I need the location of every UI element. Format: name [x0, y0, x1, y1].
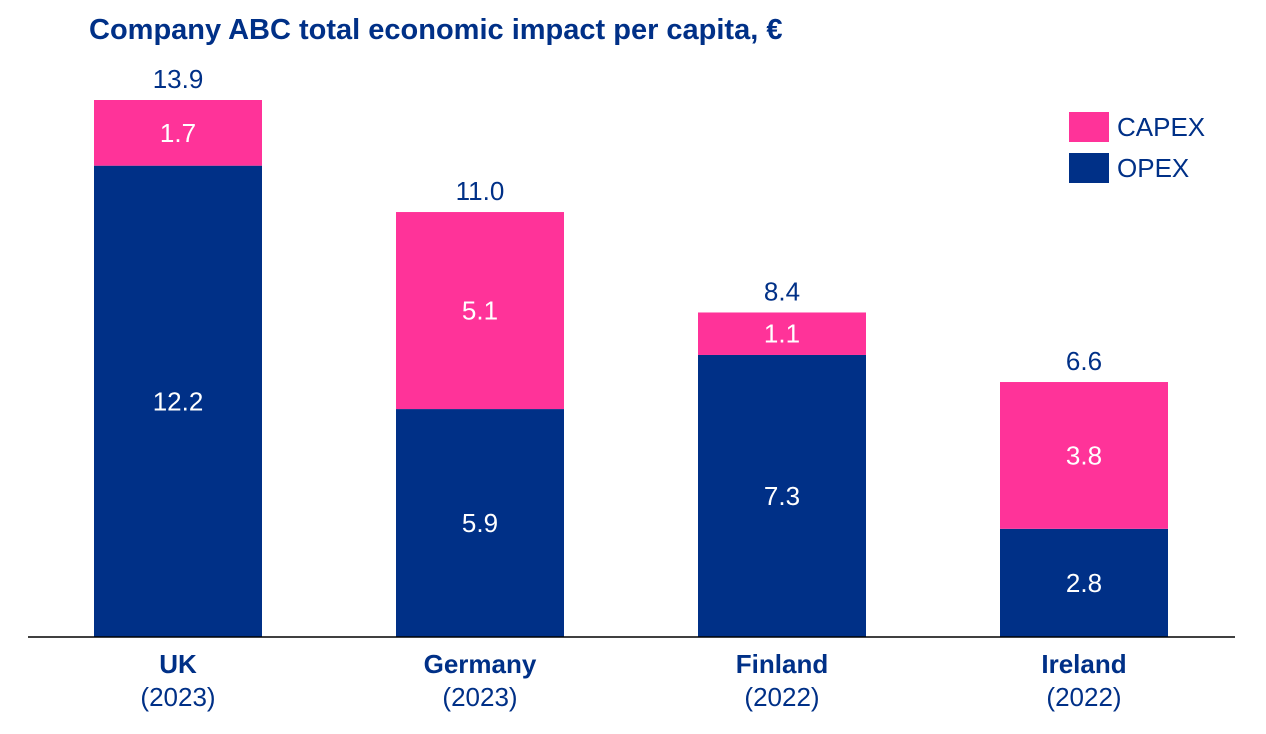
legend-swatch-opex: [1069, 153, 1109, 183]
bars-layer: [94, 100, 1168, 637]
data-label-opex-uk: 12.2: [153, 386, 204, 416]
total-label-ireland: 6.6: [1066, 346, 1102, 376]
bar-capex-germany: [396, 212, 564, 410]
tick-period-uk: (2023): [140, 682, 215, 712]
total-label-uk: 13.9: [153, 64, 204, 94]
tick-period-finland: (2022): [744, 682, 819, 712]
data-label-opex-germany: 5.9: [462, 508, 498, 538]
legend-item-opex: OPEX: [1069, 153, 1189, 183]
total-label-germany: 11.0: [456, 176, 505, 206]
legend-label-opex: OPEX: [1117, 152, 1190, 183]
bar-opex-uk: [94, 165, 262, 637]
bar-capex-ireland: [1000, 382, 1168, 529]
tick-period-germany: (2023): [442, 682, 517, 712]
legend-swatch-capex: [1069, 112, 1109, 142]
tick-label-germany: Germany: [424, 649, 537, 679]
tick-label-ireland: Ireland: [1041, 649, 1126, 679]
total-label-finland: 8.4: [764, 276, 800, 306]
bar-opex-germany: [396, 409, 564, 637]
data-label-opex-finland: 7.3: [764, 481, 800, 511]
data-label-capex-germany: 5.1: [462, 296, 498, 326]
bar-capex-finland: [698, 312, 866, 355]
data-label-capex-finland: 1.1: [764, 319, 800, 349]
data-label-capex-uk: 1.7: [160, 118, 196, 148]
bar-opex-finland: [698, 354, 866, 637]
legend-label-capex: CAPEX: [1117, 111, 1206, 142]
bar-opex-ireland: [1000, 528, 1168, 637]
legend-item-capex: CAPEX: [1069, 112, 1205, 142]
data-label-capex-ireland: 3.8: [1066, 440, 1102, 470]
data-label-opex-ireland: 2.8: [1066, 568, 1102, 598]
tick-label-finland: Finland: [736, 649, 828, 679]
tick-period-ireland: (2022): [1046, 682, 1121, 712]
chart-title: Company ABC total economic impact per ca…: [89, 14, 783, 46]
tick-label-uk: UK: [159, 649, 197, 679]
labels-layer: 12.21.713.9UK(2023)5.95.111.0Germany(202…: [140, 64, 1126, 712]
bar-capex-uk: [94, 100, 262, 166]
